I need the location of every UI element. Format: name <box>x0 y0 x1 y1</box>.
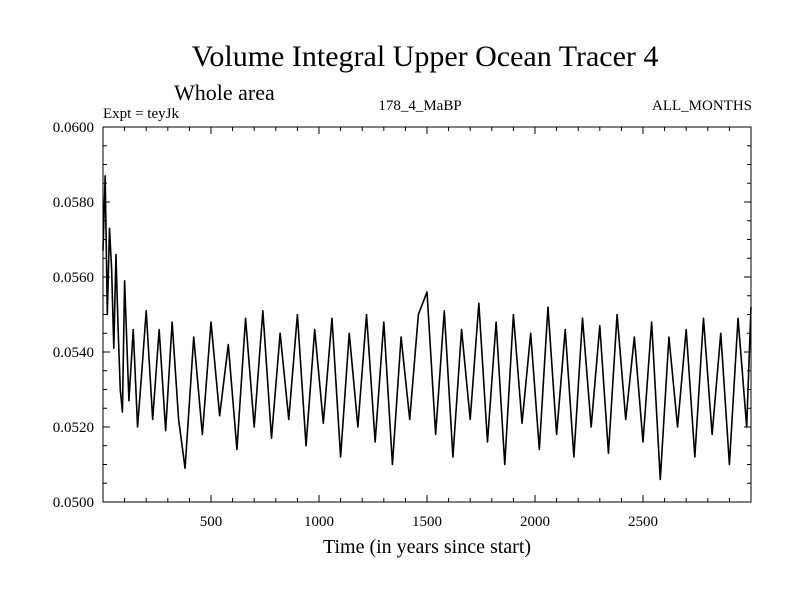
right-label: ALL_MONTHS <box>652 98 752 114</box>
series-layer <box>102 174 752 481</box>
experiment-label: Expt = teyJk <box>103 106 179 122</box>
x-tick-label: 500 <box>200 514 223 530</box>
chart-subtitle: Whole area <box>174 80 275 105</box>
chart-title: Volume Integral Upper Ocean Tracer 4 <box>192 40 659 73</box>
x-tick-label: 1500 <box>412 514 442 530</box>
y-tick-label: 0.0560 <box>53 270 94 286</box>
y-tick-label: 0.0580 <box>53 195 94 211</box>
y-tick-label: 0.0520 <box>53 420 94 436</box>
x-tick-label: 2000 <box>520 514 550 530</box>
center-label: 178_4_MaBP <box>378 98 461 114</box>
y-tick-label: 0.0500 <box>53 495 94 511</box>
y-tick-label: 0.0540 <box>53 345 94 361</box>
series-line <box>102 174 752 481</box>
y-tick-label: 0.0600 <box>53 120 94 136</box>
plot-frame <box>102 126 752 503</box>
x-tick-label: 1000 <box>304 514 334 530</box>
x-axis-ticks: 500 1000 1500 2000 2500 <box>124 127 730 530</box>
x-axis-label: Time (in years since start) <box>323 536 531 558</box>
y-axis-ticks: 0.0500 0.0520 0.0540 0.0560 0.0580 0.0600 <box>53 120 751 511</box>
x-tick-label: 2500 <box>628 514 658 530</box>
